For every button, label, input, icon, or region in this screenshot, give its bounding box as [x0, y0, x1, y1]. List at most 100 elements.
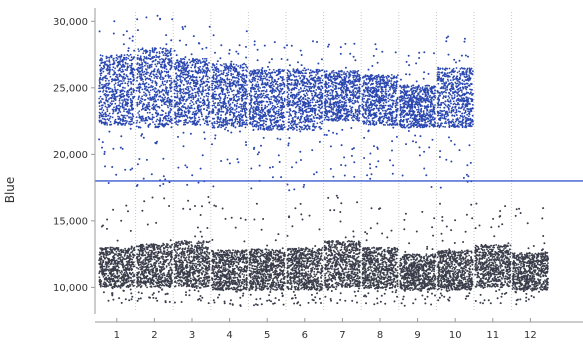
- point: [149, 97, 152, 100]
- outlier-point: [131, 39, 134, 42]
- point: [133, 69, 136, 71]
- point: [208, 107, 210, 109]
- point: [105, 99, 108, 102]
- point: [173, 99, 176, 102]
- point: [218, 94, 220, 97]
- point: [263, 111, 266, 114]
- point: [236, 122, 239, 125]
- outlier-point: [288, 64, 291, 67]
- point: [354, 114, 356, 117]
- point: [332, 84, 335, 86]
- outlier-point: [220, 160, 223, 162]
- point: [283, 85, 286, 88]
- point: [170, 95, 173, 98]
- point: [173, 80, 176, 83]
- point: [243, 108, 246, 111]
- point: [351, 99, 354, 102]
- point: [229, 70, 232, 72]
- point: [112, 93, 115, 95]
- point: [144, 87, 147, 90]
- outlier-point: [332, 131, 335, 134]
- point: [108, 61, 111, 63]
- point: [181, 67, 184, 70]
- outlier-point: [171, 18, 174, 21]
- point: [346, 70, 349, 73]
- point: [194, 117, 197, 119]
- point: [161, 88, 164, 91]
- point: [118, 94, 121, 97]
- point: [163, 70, 166, 73]
- point: [206, 80, 209, 83]
- point: [128, 120, 131, 123]
- point: [250, 73, 253, 75]
- point: [164, 80, 166, 83]
- point: [165, 122, 168, 125]
- point: [308, 125, 311, 128]
- point: [302, 128, 305, 131]
- point: [171, 62, 173, 64]
- point: [329, 78, 331, 81]
- point: [117, 84, 120, 86]
- point: [131, 63, 134, 65]
- point: [274, 106, 276, 109]
- point: [207, 98, 209, 100]
- point: [276, 80, 279, 83]
- point: [158, 106, 161, 109]
- point: [318, 126, 321, 128]
- point: [119, 91, 122, 94]
- point: [190, 66, 193, 69]
- outlier-point: [224, 128, 226, 131]
- point: [166, 104, 169, 107]
- outlier-point: [227, 129, 229, 132]
- point: [193, 80, 196, 82]
- point: [199, 65, 202, 68]
- point: [187, 89, 190, 91]
- point: [153, 95, 156, 98]
- point: [226, 91, 229, 94]
- point: [178, 69, 181, 72]
- point: [239, 113, 242, 116]
- point: [349, 81, 352, 84]
- point: [99, 120, 102, 122]
- outlier-point: [142, 177, 145, 180]
- point: [112, 59, 115, 62]
- point: [241, 98, 244, 100]
- point: [101, 87, 103, 89]
- point: [125, 56, 128, 59]
- outlier-point: [226, 158, 229, 161]
- point: [174, 103, 177, 106]
- point: [331, 70, 333, 73]
- point: [104, 115, 107, 118]
- point: [332, 108, 334, 111]
- point: [204, 75, 207, 78]
- point: [240, 105, 243, 108]
- point: [139, 55, 142, 58]
- point: [252, 128, 255, 131]
- point: [276, 103, 279, 106]
- point: [343, 105, 346, 107]
- point: [259, 109, 262, 112]
- point: [298, 83, 301, 86]
- point: [160, 100, 163, 103]
- point: [220, 114, 223, 117]
- outlier-point: [299, 49, 302, 52]
- point: [264, 94, 267, 97]
- point: [354, 108, 357, 111]
- outlier-point: [211, 143, 213, 146]
- outlier-point: [353, 42, 356, 45]
- point: [312, 96, 315, 98]
- point: [244, 92, 247, 95]
- point: [346, 96, 348, 99]
- point: [351, 106, 353, 109]
- point: [143, 73, 145, 76]
- point: [213, 80, 216, 83]
- outlier-point: [138, 158, 141, 160]
- point: [173, 65, 176, 68]
- point: [304, 118, 306, 121]
- point: [357, 97, 360, 99]
- point: [158, 51, 161, 53]
- point: [163, 94, 165, 97]
- point: [183, 65, 186, 67]
- point: [166, 99, 169, 102]
- point: [261, 119, 263, 122]
